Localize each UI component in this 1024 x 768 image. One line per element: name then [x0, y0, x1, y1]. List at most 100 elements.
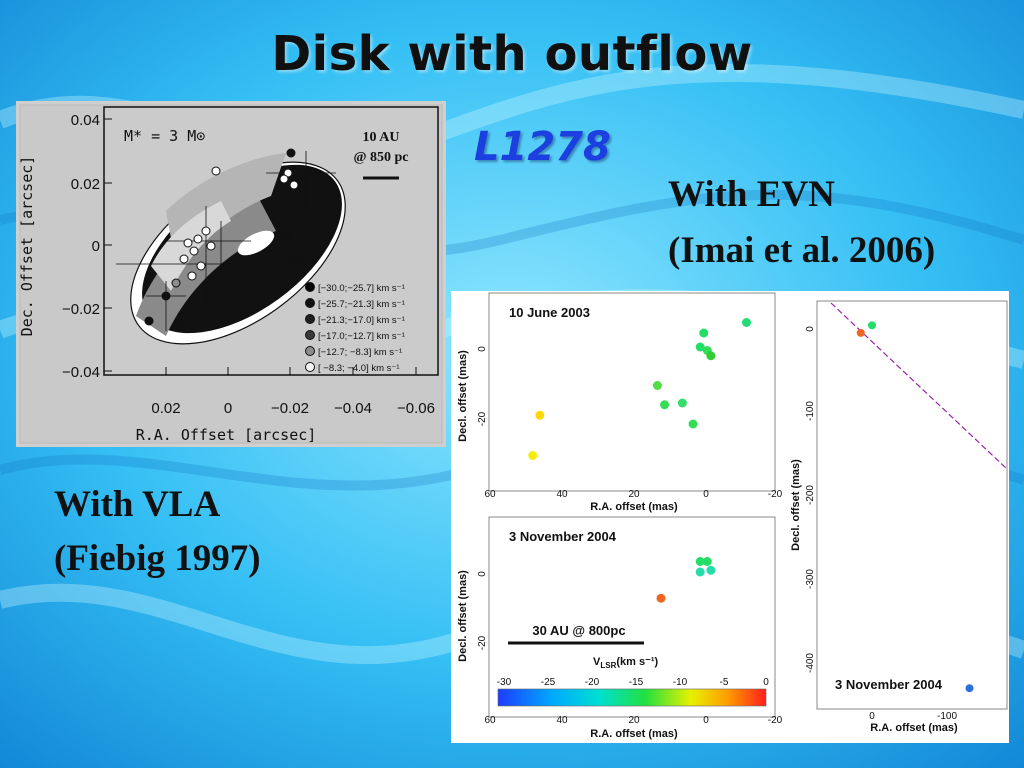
y-tick-wide: -300 — [805, 569, 816, 589]
legend-entry: [−17.0;−12.7] km s⁻¹ — [318, 331, 405, 342]
vla-x-tick: −0.04 — [334, 400, 372, 417]
maser-point — [286, 148, 296, 158]
vla-x-label: R.A. Offset [arcsec] — [136, 426, 317, 444]
vla-x-tick: −0.06 — [397, 400, 435, 417]
vla-error-bars — [116, 151, 336, 331]
maser-point — [279, 174, 289, 184]
y-label-wide: Decl. offset (mas) — [790, 459, 802, 551]
colorbar-tick: -20 — [585, 677, 600, 688]
vla-x-tick: −0.02 — [271, 400, 309, 417]
maser-point — [171, 278, 181, 288]
y-tick-wide: -100 — [805, 401, 816, 421]
x-tick-2004: 0 — [703, 715, 709, 726]
y-tick-2004: -20 — [477, 635, 488, 650]
panel-2003-label: 10 June 2003 — [509, 305, 590, 320]
colorbar-tick: -5 — [720, 677, 729, 688]
slide-subtitle: L1278 — [474, 124, 611, 170]
maser-spot — [699, 328, 709, 338]
panel-2004-points — [656, 557, 716, 603]
maser-point — [281, 231, 291, 241]
maser-spot — [702, 557, 712, 566]
y-tick-wide: 0 — [805, 326, 816, 332]
y-tick-wide: -200 — [805, 485, 816, 505]
legend-entry: [ −8.3; −4.0] km s⁻¹ — [318, 363, 400, 374]
scale-bar-label: 30 AU @ 800pc — [532, 623, 625, 638]
vla-x-tick: 0.02 — [151, 400, 180, 417]
legend-entry: [−21.3;−17.0] km s⁻¹ — [318, 315, 405, 326]
vla-y-tick: −0.02 — [62, 301, 100, 318]
maser-point — [196, 261, 206, 271]
x-tick-wide: 0 — [869, 711, 875, 722]
vla-legend: [−30.0;−25.7] km s⁻¹ [−25.7;−21.3] km s⁻… — [305, 282, 405, 374]
y-tick-wide: -400 — [805, 653, 816, 673]
maser-spot — [688, 419, 698, 429]
vla-y-tick: 0.04 — [71, 112, 100, 129]
maser-spot — [695, 342, 705, 352]
x-tick-2003: 0 — [703, 489, 709, 500]
maser-spot — [856, 328, 865, 337]
panel-wide-frame — [816, 300, 1008, 710]
vla-mass-label: M* = 3 M⊙ — [124, 127, 205, 145]
maser-point — [161, 291, 171, 301]
maser-point — [174, 321, 184, 331]
maser-spot — [706, 565, 716, 575]
maser-spot — [868, 321, 876, 330]
x-tick-2003: 60 — [484, 489, 496, 500]
panel-2003-points — [528, 318, 751, 460]
panel-2004-frame — [488, 516, 776, 718]
legend-entry: [−12.7; −8.3] km s⁻¹ — [318, 347, 402, 358]
maser-spot — [965, 684, 974, 693]
vla-y-tick: 0 — [92, 238, 100, 255]
panel-2003-frame — [488, 292, 776, 492]
maser-point — [187, 271, 197, 281]
vla-scale-label-1: 10 AU — [363, 130, 400, 145]
maser-spot — [677, 398, 687, 408]
maser-point — [183, 238, 193, 248]
maser-point — [193, 234, 203, 244]
vla-y-label: Dec. Offset [arcsec] — [18, 156, 36, 337]
x-tick-2003: -20 — [768, 489, 783, 500]
x-tick-2003: 20 — [628, 489, 640, 500]
vla-scale-label-2: @ 850 pc — [353, 150, 408, 165]
vla-disk-figure: 0.04 0.02 0 −0.02 −0.04 0.02 0 −0.02 −0.… — [16, 101, 446, 447]
colorbar-tick: -15 — [629, 677, 644, 688]
maser-point — [144, 316, 154, 326]
slide-title: Disk with outflow — [271, 26, 753, 82]
legend-entry: [−25.7;−21.3] km s⁻¹ — [318, 299, 405, 310]
maser-spot — [535, 410, 545, 420]
maser-point — [179, 254, 189, 264]
panel-2004-label: 3 November 2004 — [509, 529, 617, 544]
x-tick-2004: 20 — [628, 715, 640, 726]
colorbar-tick: -25 — [541, 677, 556, 688]
colorbar-tick: -10 — [673, 677, 688, 688]
maser-spot — [695, 567, 705, 577]
vla-y-tick: −0.04 — [62, 364, 100, 381]
vla-y-tick: 0.02 — [71, 176, 100, 193]
panel-wide-points — [856, 321, 974, 693]
x-label-2003: R.A. offset (mas) — [590, 501, 678, 513]
legend-entry: [−30.0;−25.7] km s⁻¹ — [318, 283, 405, 294]
maser-point — [189, 246, 199, 256]
maser-spot — [706, 351, 716, 361]
x-tick-2003: 40 — [556, 489, 568, 500]
y-label-2004: Decl. offset (mas) — [457, 570, 469, 662]
maser-spot — [660, 400, 670, 410]
maser-point — [289, 256, 299, 266]
maser-spot — [656, 593, 666, 603]
maser-point — [206, 241, 216, 251]
maser-spot — [695, 557, 705, 566]
colorbar-label: VLSR(km s⁻¹) — [593, 656, 659, 670]
maser-point — [266, 206, 276, 216]
maser-spot — [742, 318, 751, 327]
y-tick-2003: -20 — [477, 411, 488, 426]
y-tick-2003: 0 — [477, 346, 488, 352]
x-tick-wide: -100 — [937, 711, 957, 722]
x-label-wide: R.A. offset (mas) — [870, 722, 958, 734]
x-tick-2004: -20 — [768, 715, 783, 726]
y-label-2003: Decl. offset (mas) — [457, 350, 469, 442]
caption-evn-line2: (Imai et al. 2006) — [668, 230, 936, 271]
colorbar-tick: -30 — [497, 677, 512, 688]
panel-wide-label: 3 November 2004 — [835, 677, 943, 692]
x-label-2004: R.A. offset (mas) — [590, 728, 678, 740]
maser-point — [211, 166, 221, 176]
